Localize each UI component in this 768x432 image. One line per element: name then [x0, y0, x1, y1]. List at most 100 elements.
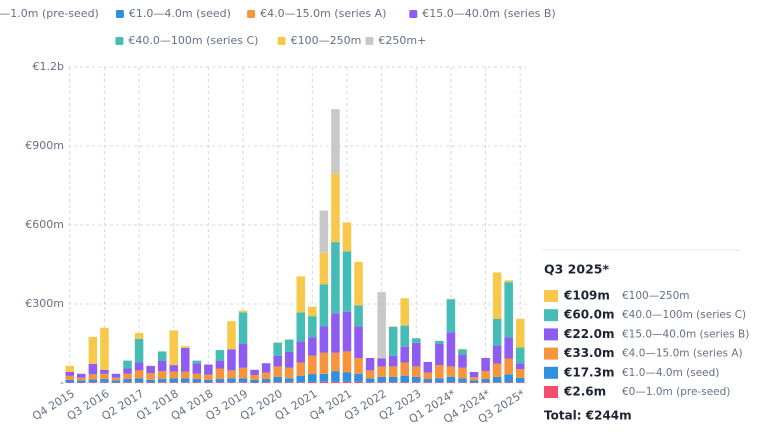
bar-segment	[192, 379, 202, 383]
y-tick-label: €300m	[25, 297, 64, 310]
bar-segment	[111, 382, 121, 383]
tooltip-swatch	[544, 386, 558, 398]
bar-segment	[238, 378, 248, 383]
bar-segment	[504, 337, 513, 359]
bar-segment	[308, 316, 317, 338]
bar-segment	[308, 355, 317, 375]
bar-segment	[458, 382, 467, 383]
bar-segment	[331, 381, 340, 383]
bar-segment	[284, 382, 294, 383]
bar-segment	[77, 382, 86, 383]
bar-segment	[400, 298, 409, 326]
bar-segment	[331, 173, 340, 243]
bar-segment	[423, 361, 433, 373]
bar-segment	[100, 369, 109, 374]
bar-segment	[204, 364, 213, 375]
bar-segment	[157, 371, 167, 380]
y-tick-label: €1.2b	[33, 60, 64, 73]
bar-segment	[65, 371, 75, 376]
bar-segment	[412, 376, 421, 383]
bar-segment	[319, 352, 329, 374]
bar-segment	[181, 382, 190, 383]
bar-segment	[238, 382, 248, 383]
bar-segment	[227, 382, 236, 383]
tooltip-value: €60.0m	[563, 308, 614, 322]
bar-segment	[458, 348, 467, 350]
bar-segment	[400, 362, 409, 376]
bar-segment	[342, 311, 352, 352]
bar-segment	[273, 355, 282, 367]
bar-segment	[400, 325, 409, 347]
bar-segment	[111, 373, 121, 378]
tooltip-name: €100—250m	[622, 290, 690, 302]
bar-segment	[435, 340, 444, 345]
bar-segment	[481, 382, 490, 383]
bar-segment	[342, 381, 352, 383]
tooltip-swatch	[544, 309, 558, 322]
bar-segment	[469, 380, 479, 383]
bar-segment	[65, 375, 75, 380]
bar-segment	[192, 382, 202, 383]
tooltip-name: €4.0—15.0m (series A)	[622, 348, 743, 360]
tooltip-name: €15.0—40.0m (series B)	[622, 328, 749, 340]
bar-segment	[100, 373, 109, 380]
bar-segment	[423, 379, 433, 383]
tooltip-swatch	[544, 328, 558, 341]
bar-segment	[169, 365, 178, 372]
bar-segment	[157, 360, 167, 372]
bar-segment	[377, 376, 386, 383]
legend-swatch	[115, 37, 124, 45]
bar-segment	[492, 376, 502, 383]
bar-segment	[504, 382, 513, 383]
bar-segment	[169, 371, 178, 379]
bar-segment	[458, 378, 467, 383]
bar-segment	[458, 354, 467, 368]
bar-segment	[388, 382, 398, 383]
bar-segment	[515, 347, 525, 364]
bar-segment	[319, 284, 329, 327]
y-tick-label: €600m	[25, 218, 64, 231]
bar-segment	[377, 358, 386, 367]
bar-segment	[250, 379, 259, 383]
bar-segment	[446, 332, 456, 367]
tooltip-value: €33.0m	[563, 346, 614, 360]
bar-segment	[423, 372, 433, 380]
bar-segment	[400, 346, 409, 363]
bar-segment	[481, 371, 490, 380]
bar-segment	[331, 109, 340, 174]
bar-segment	[412, 338, 421, 343]
bar-segment	[296, 341, 306, 363]
bar-segment	[192, 360, 202, 364]
bar-segment	[215, 350, 225, 361]
bar-segment	[308, 306, 317, 317]
bar-segment	[238, 344, 248, 368]
bar-segment	[273, 376, 282, 383]
bar-segment	[123, 382, 132, 383]
tooltip-name: €40.0—100m (series C)	[622, 309, 746, 321]
bar-segment	[204, 379, 213, 383]
bar-segment	[65, 379, 75, 383]
bar-segment	[181, 347, 190, 372]
bar-segment	[458, 349, 467, 355]
bar-segment	[181, 371, 190, 379]
bar-segment	[65, 382, 75, 383]
tooltip-value: €22.0m	[563, 327, 614, 341]
bar-segment	[65, 365, 75, 372]
bar-segment	[100, 327, 109, 370]
bar-segment	[146, 365, 155, 374]
bar-segment	[169, 378, 178, 383]
bar-segment	[331, 352, 340, 372]
bar-segment	[481, 357, 490, 372]
bar-segment	[88, 363, 98, 375]
bar-segment	[238, 367, 248, 379]
tooltip-name: €0—1.0m (pre-seed)	[622, 386, 730, 398]
bar-segment	[88, 374, 98, 380]
tooltip-total: Total: €244m	[544, 409, 632, 423]
bar-segment	[446, 366, 456, 377]
bar-segment	[492, 363, 502, 377]
bar-segment	[146, 382, 155, 383]
bar-segment	[354, 381, 363, 383]
bar-segment	[504, 280, 513, 283]
bar-segment	[377, 292, 386, 359]
legend-label: €100—250m	[291, 34, 362, 47]
